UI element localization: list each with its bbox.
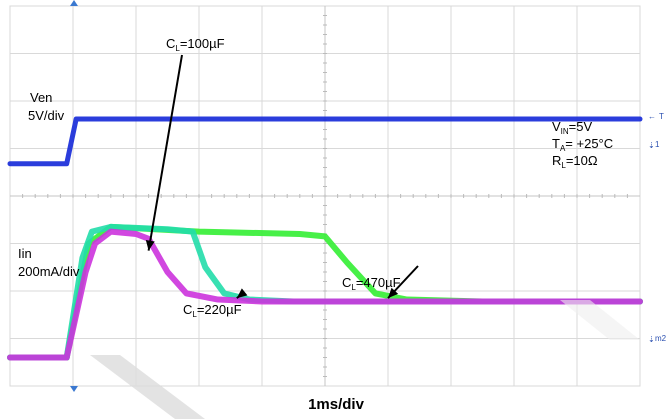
ch1-marker: ⇣ (648, 141, 655, 150)
annotation-cl-100uf: CL=100µF (166, 36, 225, 53)
watermark-stripe-2 (560, 300, 640, 340)
trace-cl-100-f (7, 228, 643, 361)
annotation-arrow-head (145, 240, 155, 251)
ch1-marker-label: 1 (655, 140, 660, 149)
condition-rl: RL=10Ω (552, 153, 598, 170)
annotation-cl-470uf: CL=470µF (342, 275, 401, 292)
annotation-cl-220uf: CL=220µF (183, 302, 242, 319)
condition-ta: TA= +25°C (552, 136, 613, 153)
ven-label: Ven (30, 90, 52, 105)
ven-scale: 5V/div (28, 108, 65, 123)
watermark-stripe (90, 355, 205, 419)
annotation-arrow-head (236, 288, 248, 299)
annotation-arrow-head (388, 287, 399, 299)
x-axis-label: 1ms/div (308, 396, 365, 413)
bottom-trigger-tick (70, 386, 78, 392)
trigger-marker: ← (648, 112, 656, 121)
trace-ven (7, 116, 643, 167)
annotation-arrows (145, 54, 419, 299)
iin-label: Iin (18, 246, 32, 261)
top-trigger-tick (70, 0, 78, 6)
traces (7, 116, 643, 361)
annotation-arrow-line (147, 54, 183, 251)
iin-scale: 200mA/div (18, 264, 80, 279)
condition-vin: VIN=5V (552, 119, 592, 136)
math-marker-label: m2 (655, 334, 667, 343)
trigger-marker-label: T (659, 112, 664, 121)
math-marker: ⇣ (648, 335, 655, 344)
